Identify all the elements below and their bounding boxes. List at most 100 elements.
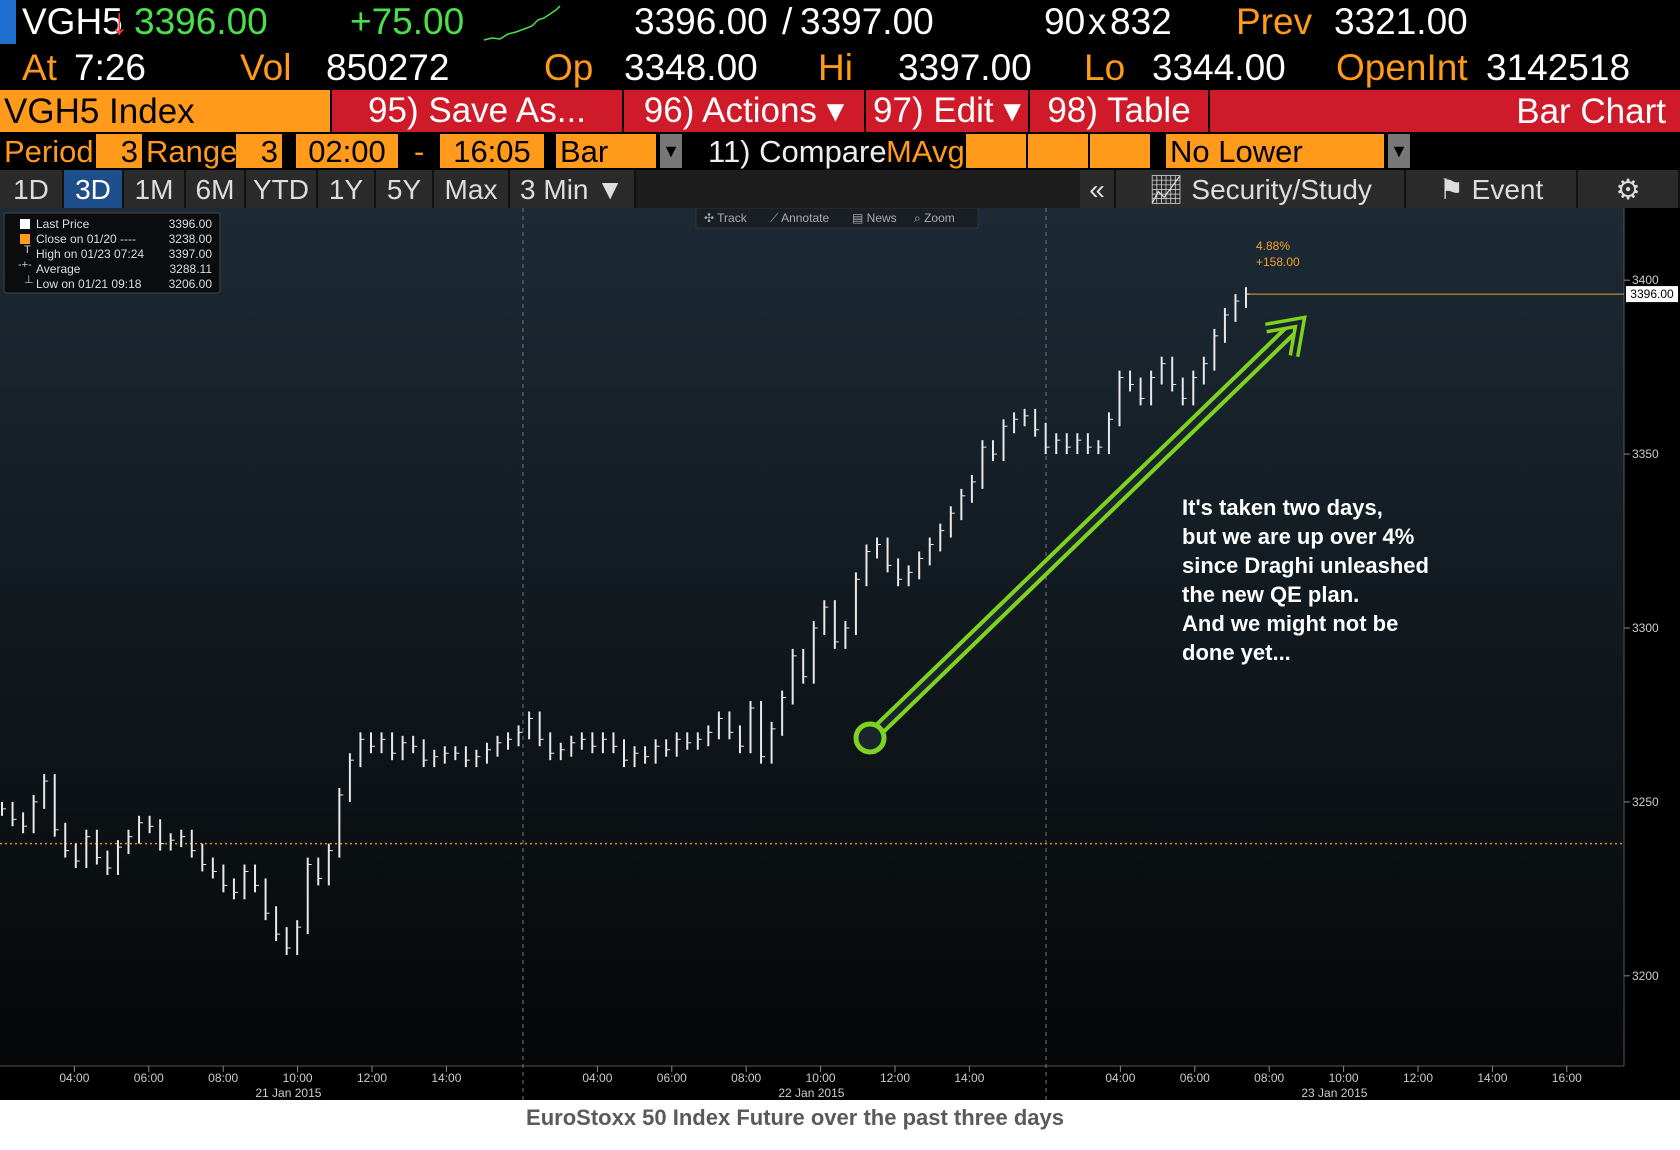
x-axis-ticks: 04:00 06:00 08:00 10:00 12:00 14:00 21 Jan 201… <box>59 1066 1582 1100</box>
annotation-line-4: the new QE plan. <box>1182 582 1359 607</box>
at-label: At <box>22 47 57 88</box>
last-price: 3396.00 <box>134 1 268 42</box>
x-tick-label: 14:00 <box>1477 1071 1507 1085</box>
prev-value: 3321.00 <box>1334 1 1468 42</box>
annotation-text: It's taken two days, but we are up over … <box>1182 495 1429 665</box>
high-label: Hi <box>818 47 853 88</box>
y-tick-label: 3350 <box>1632 447 1659 461</box>
trend-arrow-annotation <box>853 315 1307 755</box>
low-value: 3344.00 <box>1152 47 1286 88</box>
tab-5y[interactable]: 5Y <box>376 170 434 208</box>
table-button[interactable]: 98) Table <box>1030 90 1208 132</box>
x-tick-label: 04:00 <box>582 1071 612 1085</box>
edit-menu-button[interactable]: 97) Edit ▾ <box>866 90 1028 132</box>
actions-menu-button[interactable]: 96) Actions ▾ <box>624 90 864 132</box>
openint-label: OpenInt <box>1336 47 1468 88</box>
legend-low-value: 3206.00 <box>169 277 213 291</box>
lower-chart-select[interactable]: No Lower Chart <box>1166 134 1384 205</box>
annotate-tool[interactable]: ⟋ Annotate <box>770 211 829 225</box>
x-tick-label: 10:00 <box>283 1071 313 1085</box>
price-chart[interactable]: 3200 3250 3300 3350 3400 04:00 06:00 08:00 10:0… <box>0 208 1680 1100</box>
bar-type-select[interactable]: Bar <box>556 134 656 169</box>
legend-low-label: Low on 01/21 09:18 <box>36 277 142 291</box>
bar-type-dropdown-icon[interactable]: ▼ <box>660 134 682 168</box>
size-separator: x <box>1088 1 1107 42</box>
open-value: 3348.00 <box>624 47 758 88</box>
annotation-line-6: done yet... <box>1182 640 1291 665</box>
y-axis-ticks: 3200 3250 3300 3350 3400 <box>1624 273 1659 983</box>
chart-type-title: Bar Chart <box>1210 90 1680 132</box>
y-tick-label: 3200 <box>1632 969 1659 983</box>
chart-legend: T -+- ⊥ Last Price 3396.00 Close on 01/2… <box>3 212 221 294</box>
gear-icon: ⚙ <box>1615 174 1641 205</box>
event-button[interactable]: ⚑ Event <box>1406 170 1578 208</box>
legend-last-label: Last Price <box>36 217 90 231</box>
security-field[interactable]: VGH5 Index <box>0 90 330 132</box>
ticker[interactable]: VGH5 <box>22 1 123 42</box>
track-tool[interactable]: ✣ Track <box>704 211 748 225</box>
mavg-label: MAvg. <box>886 134 974 169</box>
tab-1m[interactable]: 1M <box>124 170 186 208</box>
settings-button[interactable]: ⚙ <box>1578 170 1680 208</box>
x-tick-label: 12:00 <box>1403 1071 1433 1085</box>
low-label: Lo <box>1084 47 1126 88</box>
sparkline-icon <box>483 5 561 41</box>
net-change: +75.00 <box>350 1 465 42</box>
prev-label: Prev <box>1236 1 1313 42</box>
y-tick-label: 3300 <box>1632 621 1659 635</box>
legend-high-label: High on 01/23 07:24 <box>36 247 144 261</box>
x-tick-label: 06:00 <box>657 1071 687 1085</box>
annotation-line-3: since Draghi unleashed <box>1182 553 1429 578</box>
tab-1d[interactable]: 1D <box>0 170 64 208</box>
tab-ytd[interactable]: YTD <box>246 170 318 208</box>
x-tick-label: 16:00 <box>1552 1071 1582 1085</box>
save-as-button[interactable]: 95) Save As... <box>332 90 622 132</box>
legend-high-value: 3397.00 <box>169 247 213 261</box>
x-tick-label: 08:00 <box>731 1071 761 1085</box>
high-value: 3397.00 <box>898 47 1032 88</box>
range-dash: - <box>414 134 425 169</box>
legend-close-value: 3238.00 <box>169 232 213 246</box>
legend-low-icon: ⊥ <box>24 274 34 286</box>
tab-1y[interactable]: 1Y <box>318 170 376 208</box>
tab-6m[interactable]: 6M <box>186 170 246 208</box>
x-tick-label: 12:00 <box>880 1071 910 1085</box>
compare-button[interactable]: 11) Compare <box>708 134 887 169</box>
tab-3d[interactable]: 3D <box>64 170 124 208</box>
ask-size: 832 <box>1110 1 1172 42</box>
lower-chart-dropdown-icon[interactable]: ▼ <box>1388 134 1410 168</box>
svg-text:3396.00: 3396.00 <box>1630 287 1674 301</box>
price-bars <box>1 287 1250 955</box>
down-arrow-icon: ↓ <box>110 1 129 42</box>
x-tick-label: 08:00 <box>208 1071 238 1085</box>
vol-label: Vol <box>240 47 292 88</box>
x-day-label: 21 Jan 2015 <box>255 1086 321 1100</box>
study-chart-icon: 📈︎ <box>1148 174 1184 205</box>
legend-average-label: Average <box>36 262 81 276</box>
range-label: Range <box>146 134 238 169</box>
x-tick-label: 14:00 <box>954 1071 984 1085</box>
range-field[interactable]: 3 <box>236 134 282 169</box>
quote-header: VGH5 ↓ 3396.00 +75.00 3396.00 / 3397.00 … <box>0 0 1680 90</box>
news-tool[interactable]: ▤ News <box>852 211 897 225</box>
mavg-field-2[interactable] <box>1028 134 1088 168</box>
security-study-button[interactable]: 📈︎ Security/Study <box>1116 170 1406 208</box>
mavg-field-3[interactable] <box>1090 134 1150 168</box>
start-time-field[interactable]: 02:00 <box>296 134 398 169</box>
end-time-field[interactable]: 16:05 <box>440 134 544 169</box>
zoom-tool[interactable]: ⌕ Zoom <box>914 211 955 225</box>
abs-change-label: +158.00 <box>1256 255 1300 269</box>
x-tick-label: 04:00 <box>59 1071 89 1085</box>
tab-max[interactable]: Max <box>434 170 510 208</box>
flag-icon: ⚑ <box>1438 174 1464 205</box>
x-tick-label: 14:00 <box>431 1071 461 1085</box>
bar-interval-select[interactable]: 3 Min ▼ <box>510 170 636 208</box>
y-tick-label: 3400 <box>1632 273 1659 287</box>
collapse-button[interactable]: « <box>1080 170 1116 208</box>
legend-average-icon: -+- <box>18 259 32 271</box>
period-field[interactable]: 3 <box>96 134 142 169</box>
mavg-field-1[interactable] <box>966 134 1026 168</box>
x-tick-label: 10:00 <box>806 1071 836 1085</box>
x-tick-label: 08:00 <box>1254 1071 1284 1085</box>
legend-average-value: 3288.11 <box>170 262 213 276</box>
